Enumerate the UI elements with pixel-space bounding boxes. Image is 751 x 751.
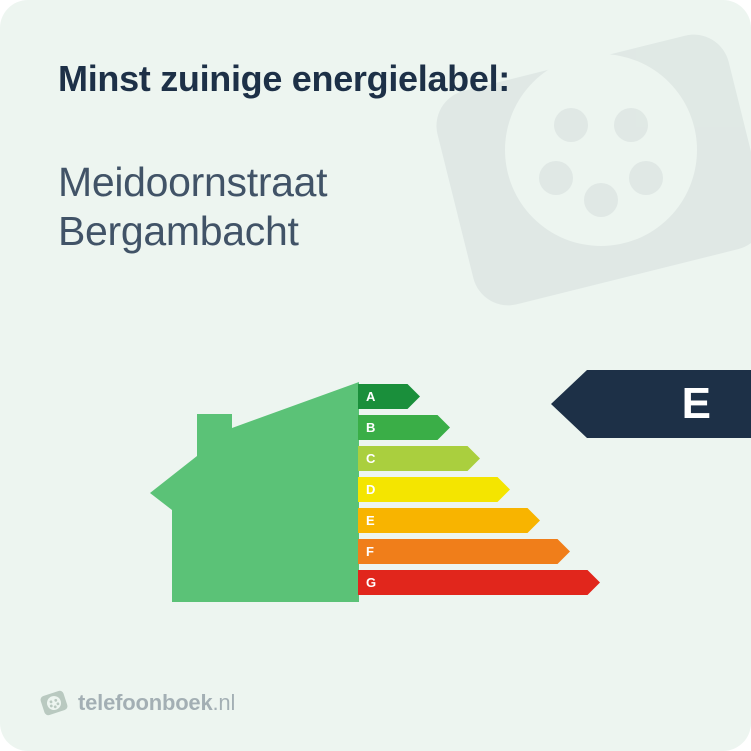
house-icon: [150, 382, 360, 602]
energy-bar-e: E: [358, 508, 678, 533]
energy-bar-shape: [358, 477, 510, 502]
subtitle-line-1: Meidoornstraat: [58, 159, 327, 205]
energy-bar-letter: C: [366, 446, 375, 471]
card-title: Minst zuinige energielabel:: [58, 58, 693, 100]
energy-label-card: Minst zuinige energielabel: Meidoornstra…: [0, 0, 751, 751]
rating-letter: E: [682, 370, 711, 438]
energy-bar-g: G: [358, 570, 678, 595]
energy-bar-letter: G: [366, 570, 376, 595]
subtitle-line-2: Bergambacht: [58, 208, 299, 254]
energy-bar-f: F: [358, 539, 678, 564]
energy-bar-shape: [358, 446, 480, 471]
footer-brand-name: telefoonboek: [78, 690, 213, 715]
energy-bar-letter: D: [366, 477, 375, 502]
rating-tag: E: [551, 370, 751, 438]
energy-bar-d: D: [358, 477, 678, 502]
energy-bar-c: C: [358, 446, 678, 471]
energy-bar-letter: B: [366, 415, 375, 440]
energy-bar-letter: E: [366, 508, 375, 533]
energy-bar-shape: [358, 539, 570, 564]
card-subtitle: Meidoornstraat Bergambacht: [58, 158, 693, 256]
phonebook-logo-icon: [36, 685, 71, 720]
footer: telefoonboek.nl: [40, 689, 235, 717]
energy-bar-letter: F: [366, 539, 374, 564]
footer-brand: telefoonboek.nl: [78, 690, 235, 716]
energy-bar-letter: A: [366, 384, 375, 409]
energy-bar-shape: [358, 570, 600, 595]
footer-brand-tld: .nl: [213, 690, 236, 715]
energy-bar-shape: [358, 508, 540, 533]
